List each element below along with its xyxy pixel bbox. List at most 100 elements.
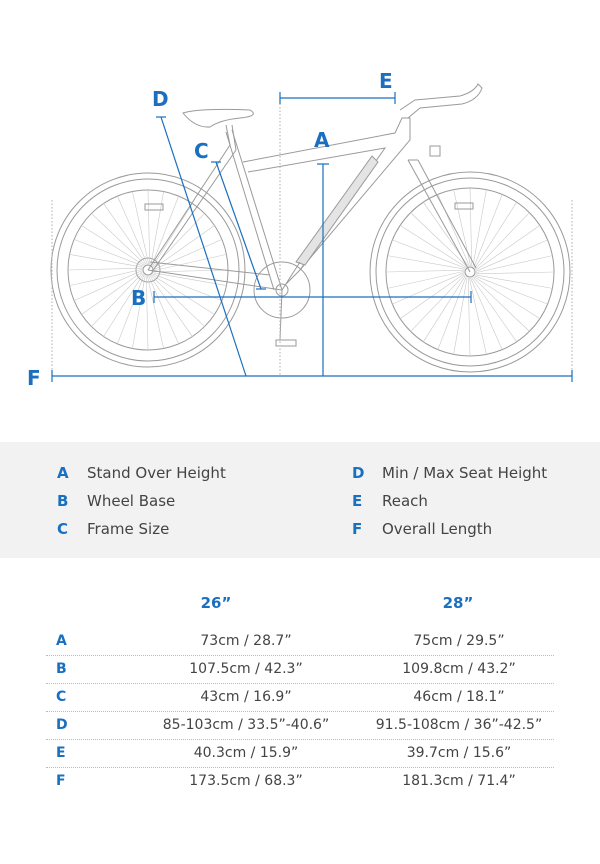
handlebar [399,83,483,157]
value-26: 73cm / 28.7” [200,633,292,649]
spoke [69,269,143,286]
table-row: D 85-103cm / 33.5”-40.6” 91.5-108cm / 36”-… [46,711,554,740]
spoke [453,277,468,355]
label-d: D [152,87,169,111]
label-b: B [131,286,146,310]
spoke [153,239,223,270]
spoke [103,273,144,337]
table-row: B 107.5cm / 42.3” 109.8cm / 43.2” [46,655,554,684]
legend-item: D Min / Max Seat Height [352,464,548,482]
seat [182,108,254,151]
spoke [473,194,503,268]
row-key: D [56,717,68,733]
spoke [474,201,517,269]
spoke [475,255,553,273]
value-28: 109.8cm / 43.2” [402,661,516,677]
rear-wheel [50,172,246,368]
value-26: 43cm / 16.9” [200,689,292,705]
fenders-lights [144,202,474,211]
spoke [473,276,541,319]
label-e: E [379,69,393,93]
table-row: C 43cm / 16.9” 46cm / 18.1” [46,683,554,712]
spoke [410,212,468,267]
spoke [91,272,143,327]
spoke [399,225,467,268]
spoke [475,239,548,272]
spoke [469,187,473,267]
spoke [132,191,149,265]
column-header-28: 28” [442,594,474,612]
spoke [151,195,179,266]
spoke [147,189,151,265]
table-row: F 173.5cm / 68.3” 181.3cm / 71.4” [46,767,554,795]
spoke [152,273,223,301]
spoke [387,271,465,289]
row-key: E [56,745,66,761]
spoke [472,277,530,332]
dimension-lines [51,92,573,382]
front-wheel [369,171,571,373]
dimension-c-line [215,161,262,290]
frame [147,117,477,347]
spoke [149,275,193,337]
spoke [132,275,146,349]
spoke [469,277,487,355]
legend-item: C Frame Size [57,520,170,538]
row-key: F [56,773,66,789]
spoke [69,254,143,268]
spoke [475,271,555,275]
table-row: A 73cm / 28.7” 75cm / 29.5” [46,627,554,656]
spoke [153,269,229,273]
value-28: 75cm / 29.5” [413,633,505,649]
spoke [148,275,179,345]
column-header-26: 26” [200,594,232,612]
spoke [385,269,465,273]
spoke [475,274,553,289]
spoke [81,225,145,266]
spoke [91,213,146,265]
spoke [471,277,517,343]
bike-illustration [50,83,571,373]
legend-item: E Reach [352,492,428,510]
bike-geometry-diagram: A B C D E F [27,69,573,390]
legend-panel: A Stand Over Height B Wheel Base C Frame Si… [0,442,600,558]
spoke [472,189,487,267]
spoke [467,277,471,357]
label-c: C [194,139,209,163]
value-26: 173.5cm / 68.3” [189,773,303,789]
spoke [81,271,143,315]
spoke [153,254,227,271]
spoke [437,276,467,350]
spoke [453,189,471,267]
spoke [387,255,465,270]
spoke [150,191,164,265]
spoke [475,212,530,270]
label-f: F [27,366,41,390]
row-key: A [56,633,67,649]
spoke [410,274,465,332]
value-28: 181.3cm / 71.4” [402,773,516,789]
value-28: 91.5-108cm / 36”-42.5” [375,717,543,733]
spoke [392,239,466,269]
table-row: E 40.3cm / 15.9” 39.7cm / 15.6” [46,739,554,768]
row-key: B [56,661,67,677]
spoke [145,275,149,351]
spoke [67,267,143,271]
spoke [151,274,215,315]
spoke [152,203,193,267]
spoke [475,225,541,271]
legend-item: B Wheel Base [57,492,176,510]
spoke [392,272,465,305]
legend-item: A Stand Over Height [57,464,226,482]
value-26: 40.3cm / 15.9” [193,745,299,761]
spoke [399,273,465,319]
spoke [470,277,503,350]
row-key: C [56,689,67,705]
spoke [117,195,148,265]
label-a: A [314,128,330,152]
spoke [150,275,205,327]
spoke [474,275,548,305]
spoke [423,275,466,343]
value-28: 46cm / 18.1” [413,689,505,705]
spoke [147,275,164,349]
